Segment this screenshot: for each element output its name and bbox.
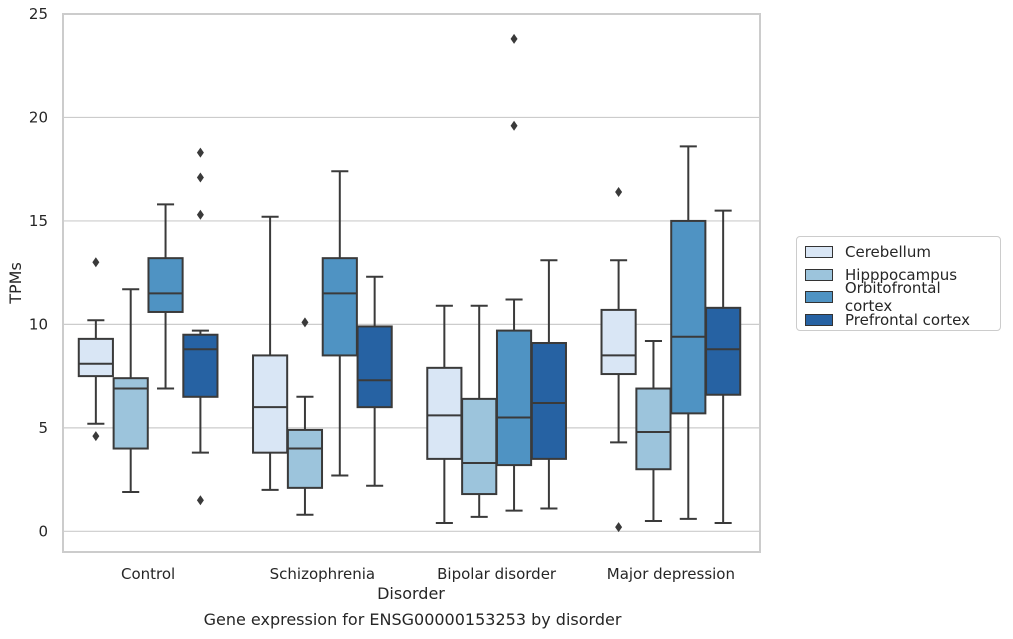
x-axis-title: Disorder bbox=[377, 584, 445, 603]
box-plot-1-2 bbox=[461, 304, 498, 518]
box-plot-1-0 bbox=[112, 288, 149, 493]
outlier-point bbox=[196, 172, 204, 183]
outlier-point bbox=[301, 317, 309, 328]
box-iqr bbox=[286, 428, 324, 489]
outlier-point bbox=[615, 522, 623, 533]
outlier-point bbox=[196, 495, 204, 506]
box-plot-2-3 bbox=[670, 145, 707, 520]
legend-item: Orbitofrontal cortex bbox=[805, 279, 992, 315]
legend: Cerebellum Hipppocampus Orbitofrontal co… bbox=[796, 236, 1001, 331]
x-tick-label: Bipolar disorder bbox=[437, 565, 557, 583]
box-iqr bbox=[112, 377, 149, 450]
outlier-point bbox=[196, 209, 204, 220]
box-plot-0-2 bbox=[426, 304, 463, 525]
legend-item: Prefrontal cortex bbox=[805, 309, 992, 332]
legend-swatch bbox=[805, 268, 833, 281]
y-tick-label: 15 bbox=[29, 212, 48, 230]
legend-swatch bbox=[805, 291, 833, 304]
legend-swatch bbox=[805, 246, 833, 259]
box-iqr bbox=[252, 354, 289, 454]
y-tick-label: 0 bbox=[38, 522, 48, 540]
outlier-point bbox=[510, 33, 518, 44]
outlier-point bbox=[196, 147, 204, 158]
x-tick-label: Schizophrenia bbox=[270, 565, 375, 583]
legend-label: Hipppocampus bbox=[845, 265, 958, 284]
box-plot-1-1 bbox=[286, 317, 324, 516]
legend-label: Orbitofrontal cortex bbox=[844, 279, 941, 316]
y-axis-title: TPMs bbox=[6, 262, 25, 305]
legend-item: Hipppocampus bbox=[805, 264, 992, 287]
box-series bbox=[77, 33, 742, 533]
box-plot-2-1 bbox=[321, 170, 358, 477]
box-plot-1-3 bbox=[635, 339, 672, 522]
box-plot-0-1 bbox=[252, 215, 289, 491]
box-iqr bbox=[670, 219, 707, 415]
box-iqr bbox=[635, 387, 672, 471]
y-tick-label: 10 bbox=[29, 315, 48, 333]
outlier-point bbox=[510, 120, 518, 131]
box-iqr bbox=[426, 366, 463, 460]
box-plot-3-1 bbox=[356, 275, 393, 487]
box-iqr bbox=[530, 342, 567, 460]
box-iqr bbox=[182, 333, 219, 398]
box-iqr bbox=[705, 306, 742, 396]
box-iqr bbox=[77, 337, 114, 378]
box-plot-2-0 bbox=[147, 203, 184, 390]
y-tick-label: 5 bbox=[38, 419, 48, 437]
outlier-point bbox=[92, 431, 100, 442]
x-tick-label: Control bbox=[121, 565, 175, 583]
legend-label: Prefrontal cortex bbox=[845, 310, 970, 329]
box-plot-0-0 bbox=[77, 257, 114, 442]
box-plot-0-3 bbox=[600, 186, 637, 533]
x-tick-labels: Control Schizophrenia Bipolar disorder Majo… bbox=[121, 565, 735, 583]
x-tick-label: Major depression bbox=[607, 565, 735, 583]
chart-caption: Gene expression for ENSG00000153253 by d… bbox=[203, 610, 622, 629]
box-iqr bbox=[147, 257, 184, 313]
box-iqr bbox=[321, 257, 358, 357]
box-plot-3-2 bbox=[530, 259, 567, 510]
box-iqr bbox=[495, 329, 533, 467]
box-iqr bbox=[461, 397, 498, 496]
legend-label: Cerebellum bbox=[845, 243, 931, 262]
legend-item: Cerebellum bbox=[805, 241, 992, 264]
box-iqr bbox=[356, 325, 393, 409]
box-plot-3-3 bbox=[705, 209, 742, 525]
y-tick-label: 20 bbox=[29, 108, 48, 126]
box-iqr bbox=[600, 308, 637, 376]
y-tick-label: 25 bbox=[29, 5, 48, 23]
legend-swatch bbox=[805, 313, 833, 326]
box-plot-3-0 bbox=[182, 147, 219, 506]
y-tick-labels: 0 5 10 15 20 25 bbox=[29, 5, 48, 540]
outlier-point bbox=[92, 257, 100, 268]
outlier-point bbox=[615, 186, 623, 197]
